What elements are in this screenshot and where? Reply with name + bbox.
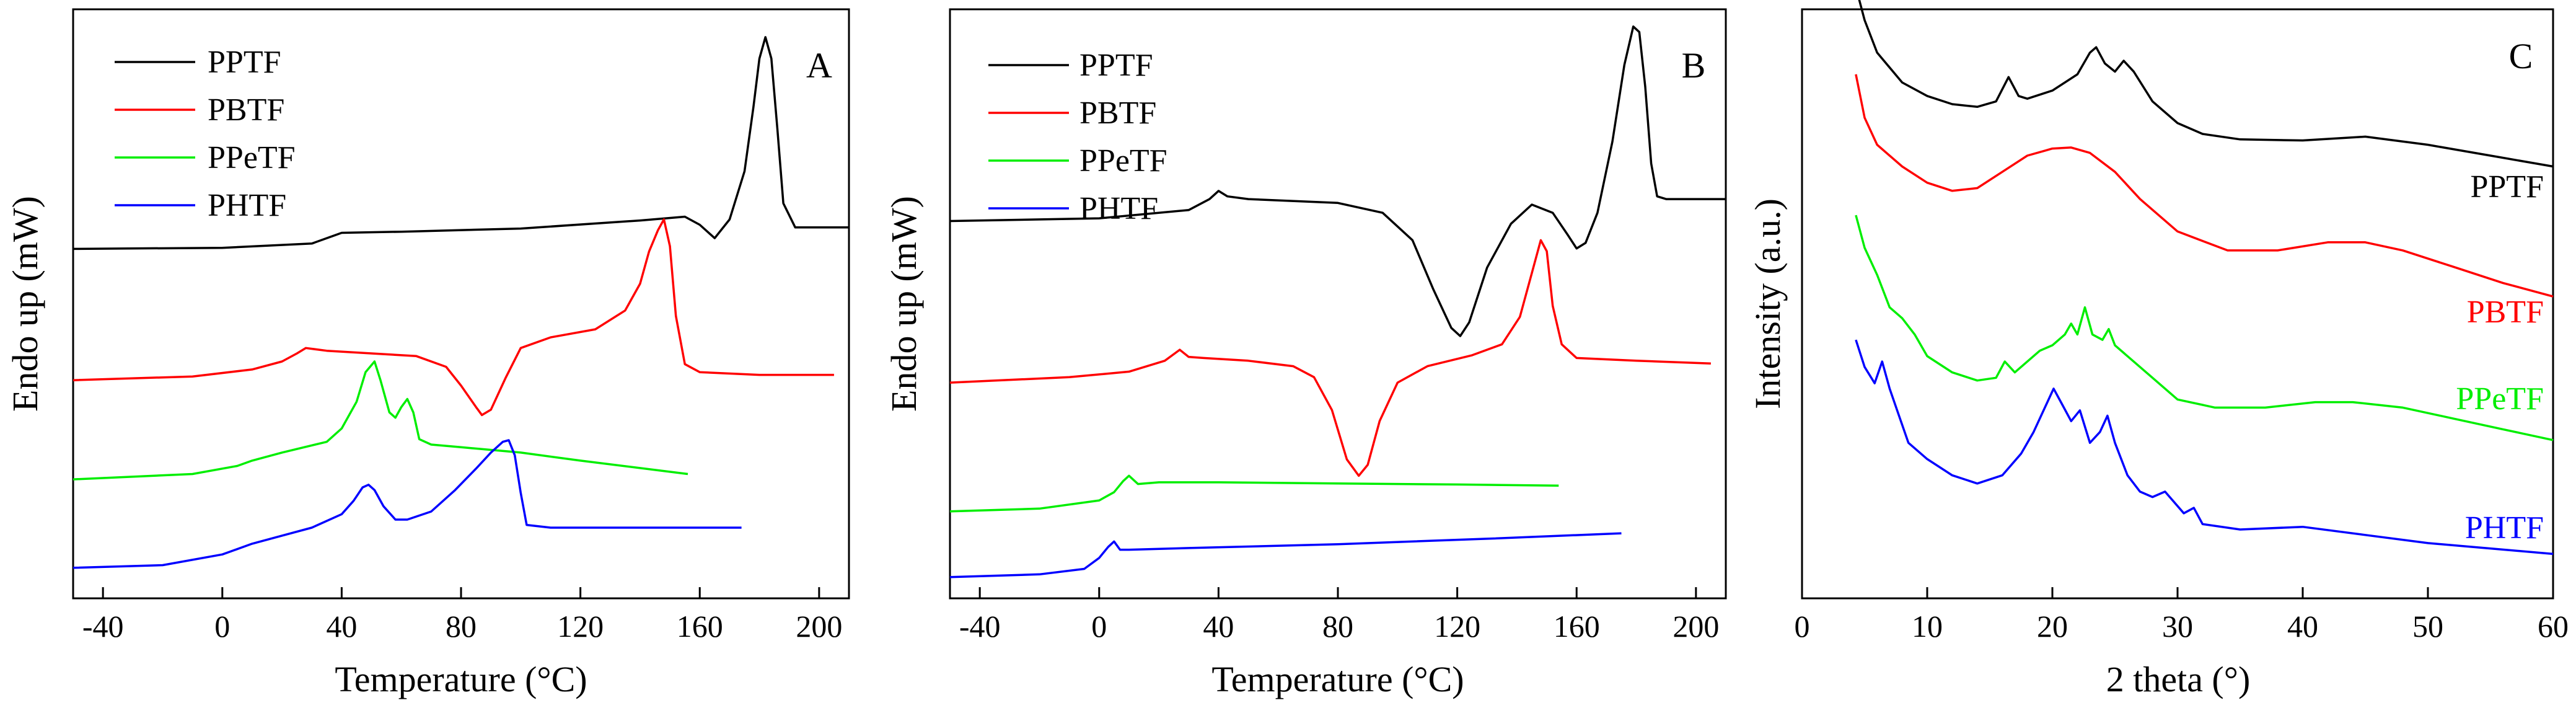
legend-label-pbtf: PBTF — [208, 92, 284, 128]
x-tick-label: 80 — [1322, 609, 1353, 644]
series-line-phtf — [73, 439, 742, 569]
series-line-pptf — [73, 36, 849, 250]
series-line-ppetf — [73, 360, 688, 481]
curves — [73, 36, 849, 569]
x-tick-label: 0 — [1795, 609, 1810, 644]
x-tick-label: 60 — [2538, 609, 2569, 644]
legend-label-pptf: PPTF — [1079, 48, 1153, 83]
x-tick-label: 160 — [1554, 609, 1600, 644]
legend: PPTF PBTF PPeTF PHTF — [115, 45, 296, 223]
series-line-pbtf — [949, 239, 1711, 477]
curve-label-phtf: PHTF — [2465, 510, 2544, 546]
x-tick-label: 120 — [1434, 609, 1480, 644]
series-line-ppetf — [949, 474, 1559, 513]
x-ticks: -40 0 40 80 120 160 200 — [82, 587, 842, 644]
legend-label-pbtf: PBTF — [1079, 95, 1156, 131]
x-tick-label: 200 — [796, 609, 842, 644]
curve-label-ppetf: PPeTF — [2456, 381, 2544, 417]
curve-label-pbtf: PBTF — [2467, 295, 2544, 330]
plot-frame — [1801, 8, 2554, 600]
x-tick-label: -40 — [82, 609, 124, 644]
panel-b: -40 0 40 80 120 160 200 PPTF PBTF PPeTF PHTF B… — [884, 8, 1727, 699]
legend: PPTF PBTF PPeTF PHTF — [988, 48, 1167, 226]
curves — [1855, 0, 2554, 556]
legend-label-phtf: PHTF — [1079, 191, 1158, 226]
series-line-ppetf — [1855, 215, 2554, 441]
x-tick-label: 40 — [326, 609, 357, 644]
y-axis-title: Endo up (mW) — [884, 196, 924, 412]
y-axis-title: Endo up (mW) — [5, 196, 45, 412]
panel-letter: B — [1682, 45, 1706, 86]
x-tick-label: 40 — [2287, 609, 2318, 644]
plot-frame — [949, 8, 1727, 600]
x-tick-label: 20 — [2037, 609, 2068, 644]
x-tick-label: 160 — [677, 609, 723, 644]
series-line-pbtf — [1855, 74, 2554, 298]
series-line-phtf — [1855, 339, 2554, 556]
x-tick-label: 0 — [1091, 609, 1107, 644]
series-line-pptf — [949, 25, 1726, 337]
legend-label-pptf: PPTF — [208, 45, 281, 80]
series-line-pptf — [1858, 0, 2554, 168]
plot-frame — [72, 8, 850, 600]
curves — [949, 25, 1726, 578]
x-tick-label: 80 — [446, 609, 477, 644]
x-ticks: 0 10 20 30 40 50 60 — [1795, 587, 2569, 644]
legend-label-phtf: PHTF — [208, 188, 286, 223]
x-axis-title: Temperature (°C) — [335, 659, 587, 699]
x-tick-label: 40 — [1203, 609, 1234, 644]
y-axis-title: Intensity (a.u.) — [1747, 198, 1788, 409]
panel-a: -40 0 40 80 120 160 200 PPTF PBTF PPeTF PHTF A… — [5, 8, 850, 699]
legend-label-ppetf: PPeTF — [1079, 143, 1167, 179]
panel-letter: A — [806, 45, 832, 86]
curve-label-pptf: PPTF — [2470, 169, 2544, 205]
series-line-pbtf — [73, 218, 834, 417]
panel-letter: C — [2509, 36, 2533, 76]
x-tick-label: -40 — [959, 609, 1001, 644]
x-tick-label: 120 — [557, 609, 604, 644]
x-tick-label: 30 — [2162, 609, 2193, 644]
x-tick-label: 0 — [214, 609, 230, 644]
x-axis-title: Temperature (°C) — [1211, 659, 1464, 699]
panel-c: 0 10 20 30 40 50 60 C PPTF PBTF PPeTF PHTF 2 t… — [1747, 0, 2569, 699]
x-axis-title: 2 theta (°) — [2106, 659, 2251, 699]
x-tick-label: 10 — [1912, 609, 1943, 644]
legend-label-ppetf: PPeTF — [208, 140, 296, 175]
series-line-phtf — [949, 532, 1622, 578]
x-ticks: -40 0 40 80 120 160 200 — [959, 587, 1719, 644]
x-tick-label: 50 — [2412, 609, 2443, 644]
x-tick-label: 200 — [1673, 609, 1719, 644]
